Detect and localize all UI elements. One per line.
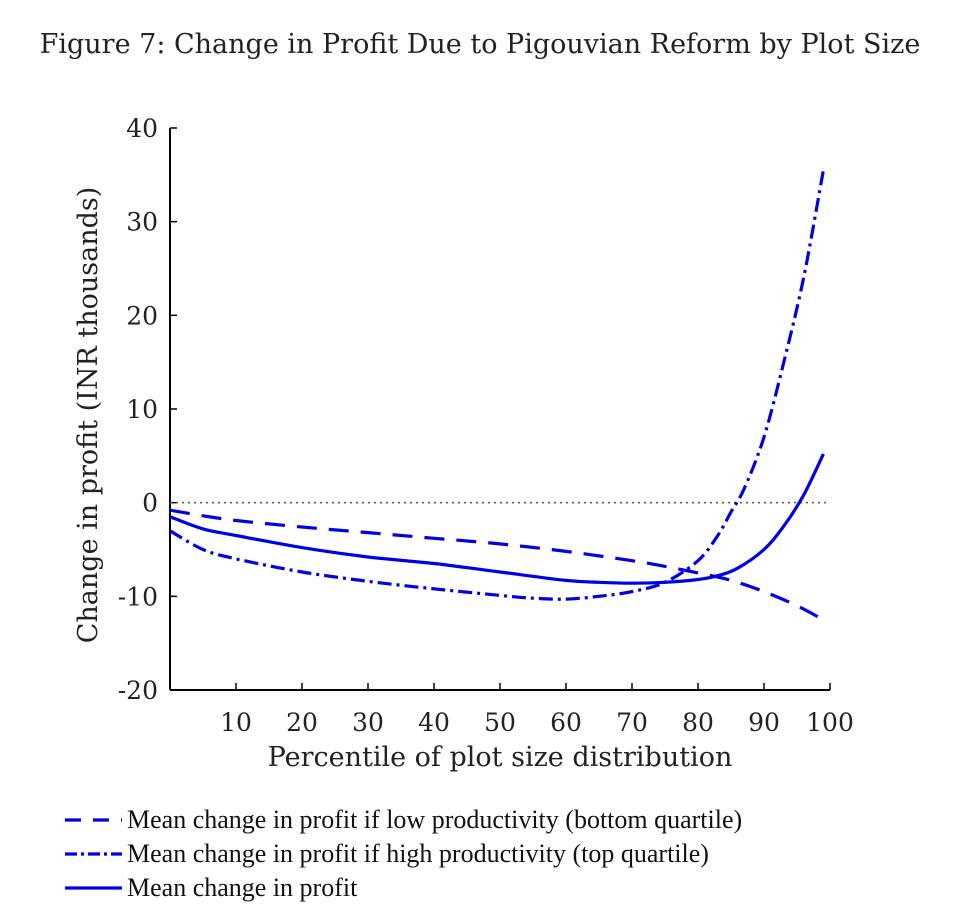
y-tick-label: -10 xyxy=(118,582,158,611)
y-tick-label: 40 xyxy=(126,114,158,143)
x-tick-label: 80 xyxy=(682,708,714,737)
legend-label: Mean change in profit xyxy=(127,873,358,902)
y-tick-label: 10 xyxy=(126,395,158,424)
x-tick-label: 70 xyxy=(616,708,648,737)
axes: -20 -10 0 10 20 30 40 10 20 30 40 50 60 70 80 90 100 xyxy=(118,114,854,737)
x-tick-label: 10 xyxy=(220,708,252,737)
x-tick-label: 100 xyxy=(806,708,854,737)
x-tick-label: 20 xyxy=(286,708,318,737)
series-line-solid xyxy=(169,453,825,585)
legend-label: Mean change in profit if high productivi… xyxy=(127,839,709,868)
y-tick-label: 30 xyxy=(126,208,158,237)
x-tick-label: 50 xyxy=(484,708,516,737)
legend-label: Mean change in profit if low productivit… xyxy=(127,805,742,834)
legend: Mean change in profit if low productivit… xyxy=(65,805,742,902)
y-axis-label: Change in profit (INR thousands) xyxy=(73,187,104,644)
series-lines xyxy=(169,169,825,622)
figure-title: Figure 7: Change in Profit Due to Pigouv… xyxy=(40,29,921,60)
x-tick-label: 30 xyxy=(352,708,384,737)
x-tick-label: 40 xyxy=(418,708,450,737)
x-axis-label: Percentile of plot size distribution xyxy=(268,742,733,773)
y-tick-label: -20 xyxy=(118,676,158,705)
series-line-dashdot xyxy=(169,169,825,601)
y-tick-label: 20 xyxy=(126,301,158,330)
series-line-dashed xyxy=(169,508,825,622)
x-tick-label: 60 xyxy=(550,708,582,737)
y-tick-label: 0 xyxy=(142,489,158,518)
x-tick-label: 90 xyxy=(748,708,780,737)
